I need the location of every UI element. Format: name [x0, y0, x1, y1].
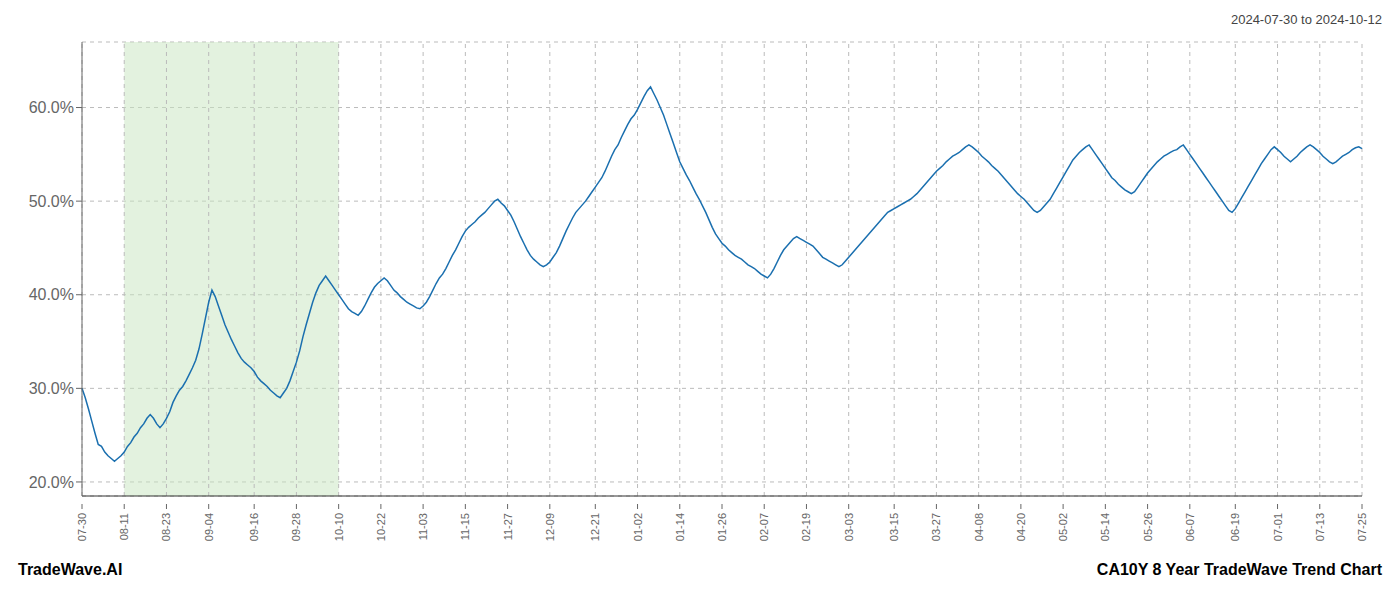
svg-text:09-28: 09-28 [290, 513, 302, 541]
html-text:CA10Y 8 Year TradeWave Trend C: CA10Y 8 Year TradeWave Trend Chart [1096, 561, 1382, 578]
svg-text:07-13: 07-13 [1314, 513, 1326, 541]
svg-text:06-07: 06-07 [1184, 513, 1196, 541]
svg-text:08-23: 08-23 [160, 513, 172, 541]
html-text:TradeWave.AI: TradeWave.AI [18, 561, 123, 578]
svg-text:05-14: 05-14 [1099, 513, 1111, 541]
svg-text:60.0%: 60.0% [29, 99, 74, 116]
svg-text:10-22: 10-22 [375, 513, 387, 541]
svg-text:04-20: 04-20 [1015, 513, 1027, 541]
svg-text:05-26: 05-26 [1142, 513, 1154, 541]
svg-text:11-03: 11-03 [417, 513, 429, 540]
svg-text:08-11: 08-11 [118, 513, 130, 540]
svg-text:07-01: 07-01 [1272, 513, 1284, 541]
svg-text:12-21: 12-21 [589, 513, 601, 541]
html-text:2024-07-30 to 2024-10-12: 2024-07-30 to 2024-10-12 [1230, 12, 1382, 27]
svg-text:01-14: 01-14 [674, 513, 686, 541]
svg-text:12-09: 12-09 [544, 513, 556, 541]
svg-text:20.0%: 20.0% [29, 474, 74, 491]
svg-text:03-27: 03-27 [930, 513, 942, 541]
svg-text:30.0%: 30.0% [29, 380, 74, 397]
svg-text:40.0%: 40.0% [29, 286, 74, 303]
svg-text:01-02: 01-02 [632, 513, 644, 541]
svg-text:02-07: 02-07 [758, 513, 770, 541]
svg-text:07-30: 07-30 [76, 513, 88, 541]
svg-text:11-27: 11-27 [502, 513, 514, 540]
svg-text:07-25: 07-25 [1356, 513, 1368, 541]
svg-text:09-16: 09-16 [248, 513, 260, 541]
svg-text:03-15: 03-15 [888, 513, 900, 541]
svg-text:50.0%: 50.0% [29, 193, 74, 210]
svg-text:03-03: 03-03 [843, 513, 855, 541]
svg-text:09-04: 09-04 [203, 513, 215, 541]
svg-text:06-19: 06-19 [1229, 513, 1241, 541]
svg-text:10-10: 10-10 [333, 513, 345, 541]
svg-text:05-02: 05-02 [1057, 513, 1069, 541]
svg-text:11-15: 11-15 [459, 513, 471, 540]
svg-text:04-08: 04-08 [973, 513, 985, 541]
svg-text:01-26: 01-26 [716, 513, 728, 541]
svg-text:02-19: 02-19 [800, 513, 812, 541]
